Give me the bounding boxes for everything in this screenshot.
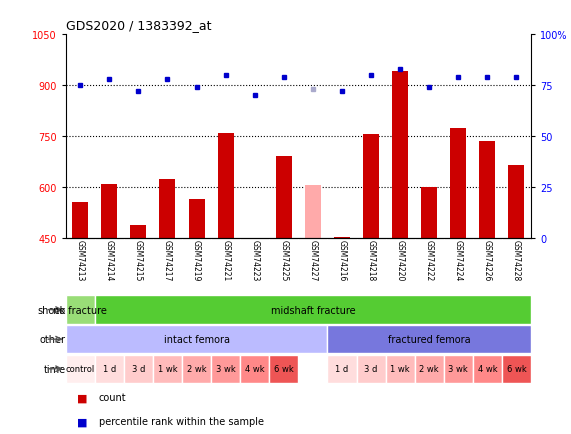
Text: GSM74227: GSM74227 [308, 240, 317, 281]
Bar [480, 142, 496, 239]
Bar [66, 296, 95, 324]
Text: fractured femora: fractured femora [388, 335, 471, 344]
Text: percentile rank within the sample: percentile rank within the sample [99, 416, 264, 426]
Text: 2 wk: 2 wk [420, 365, 439, 373]
Text: 1 wk: 1 wk [158, 365, 177, 373]
Bar [247, 239, 263, 240]
Text: 4 wk: 4 wk [245, 365, 264, 373]
Text: GSM74216: GSM74216 [337, 240, 347, 281]
Text: no fracture: no fracture [53, 305, 107, 315]
Text: GSM74223: GSM74223 [250, 240, 259, 281]
Text: ■: ■ [77, 392, 87, 402]
Bar [66, 325, 327, 354]
Bar [421, 187, 437, 239]
Bar [509, 166, 525, 239]
Bar [124, 355, 153, 383]
Text: GSM74224: GSM74224 [454, 240, 463, 281]
Text: midshaft fracture: midshaft fracture [271, 305, 355, 315]
Text: GSM74228: GSM74228 [512, 240, 521, 281]
Text: 3 wk: 3 wk [448, 365, 468, 373]
Text: GSM74219: GSM74219 [192, 240, 201, 281]
Text: 6 wk: 6 wk [506, 365, 526, 373]
Text: GSM74215: GSM74215 [134, 240, 143, 281]
Bar [130, 225, 146, 239]
Text: shock: shock [38, 305, 66, 315]
Bar [356, 355, 385, 383]
Text: GSM74218: GSM74218 [367, 240, 376, 281]
Bar [334, 237, 350, 239]
Text: GSM74226: GSM74226 [483, 240, 492, 281]
Bar [327, 325, 531, 354]
Text: 3 d: 3 d [132, 365, 145, 373]
Bar [153, 355, 182, 383]
Text: GSM74221: GSM74221 [221, 240, 230, 281]
Text: GSM74217: GSM74217 [163, 240, 172, 281]
Bar [188, 200, 204, 239]
Text: 3 wk: 3 wk [216, 365, 235, 373]
Text: 1 d: 1 d [103, 365, 116, 373]
Bar [392, 72, 408, 239]
Text: 2 wk: 2 wk [187, 365, 206, 373]
Bar [363, 135, 379, 239]
Text: GSM74220: GSM74220 [396, 240, 405, 281]
Bar [473, 355, 502, 383]
Text: intact femora: intact femora [163, 335, 230, 344]
Bar [385, 355, 415, 383]
Text: 3 d: 3 d [364, 365, 378, 373]
Bar [72, 203, 88, 239]
Text: GSM74222: GSM74222 [425, 240, 434, 281]
Bar [66, 355, 95, 383]
Text: 4 wk: 4 wk [477, 365, 497, 373]
Bar [270, 355, 298, 383]
Text: GDS2020 / 1383392_at: GDS2020 / 1383392_at [66, 19, 211, 32]
Text: 1 wk: 1 wk [391, 365, 410, 373]
Bar [159, 179, 175, 239]
Bar [305, 186, 321, 239]
Text: time: time [43, 364, 66, 374]
Bar [101, 184, 117, 239]
Text: other: other [39, 335, 66, 344]
Bar [182, 355, 211, 383]
Bar [276, 157, 292, 239]
Bar [95, 355, 124, 383]
Bar [211, 355, 240, 383]
Bar [451, 128, 467, 239]
Bar [415, 355, 444, 383]
Text: 1 d: 1 d [335, 365, 349, 373]
Bar [444, 355, 473, 383]
Bar [240, 355, 270, 383]
Text: count: count [99, 392, 126, 402]
Text: GSM74213: GSM74213 [76, 240, 85, 281]
Text: ■: ■ [77, 416, 87, 426]
Text: 6 wk: 6 wk [274, 365, 293, 373]
Text: GSM74214: GSM74214 [105, 240, 114, 281]
Text: GSM74225: GSM74225 [279, 240, 288, 281]
Bar [502, 355, 531, 383]
Bar [218, 133, 234, 239]
Bar [327, 355, 356, 383]
Text: control: control [66, 365, 95, 373]
